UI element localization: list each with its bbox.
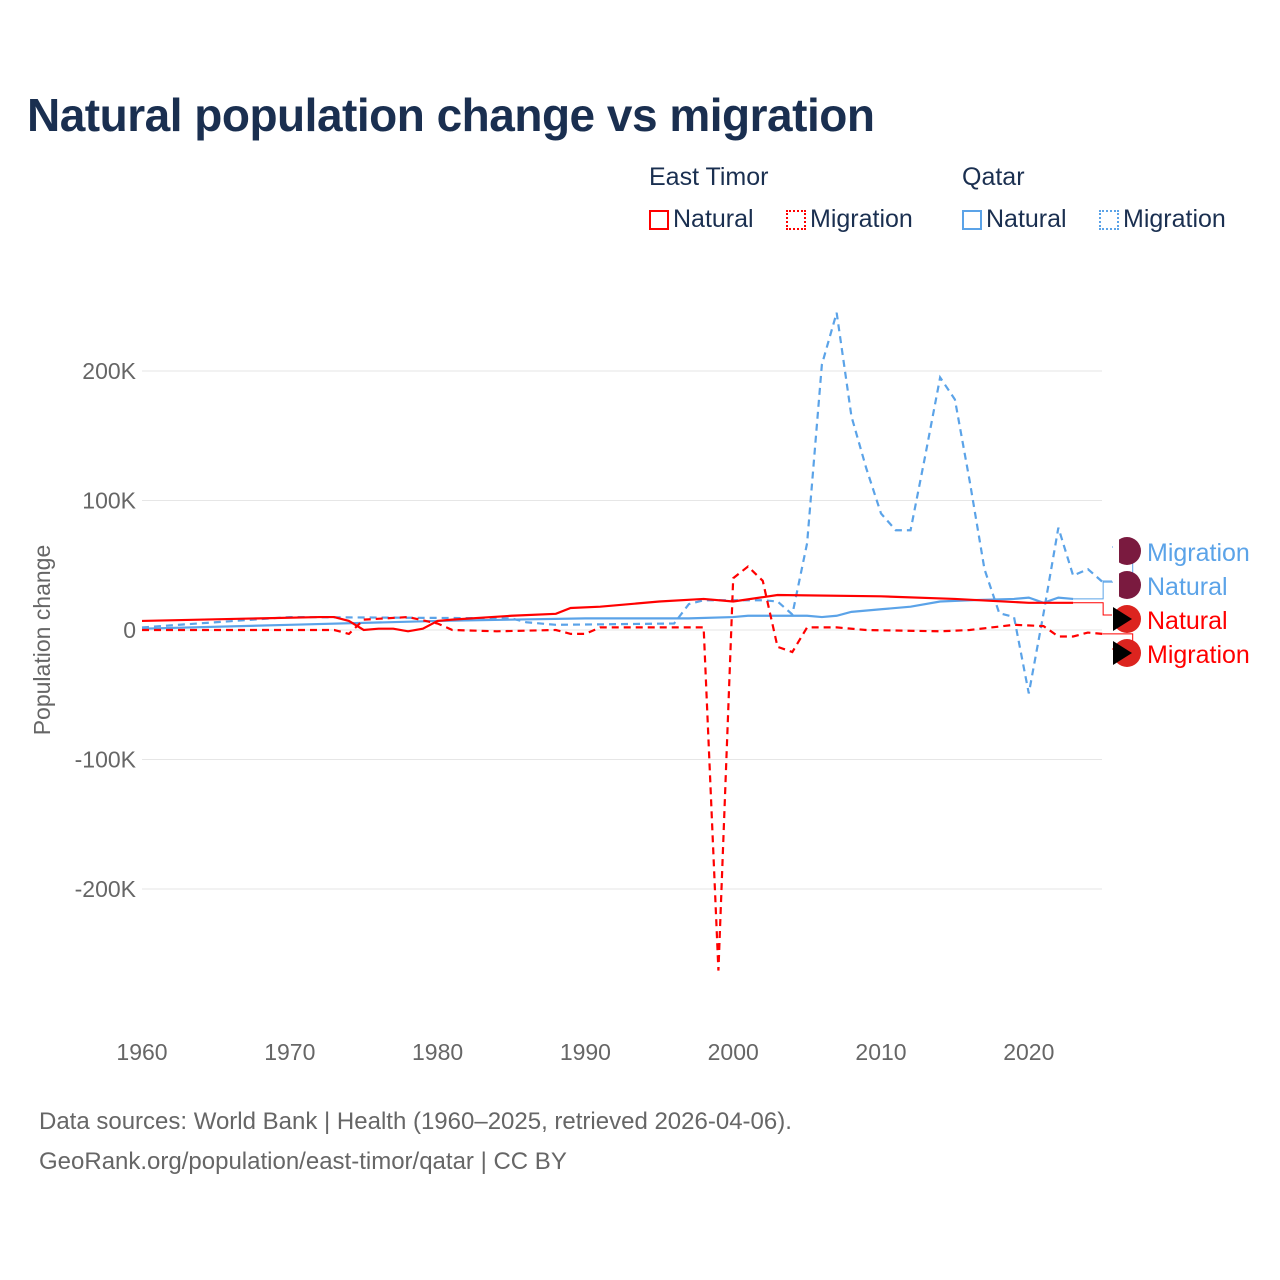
flag-stripe: [1113, 537, 1119, 565]
x-tick-label: 1980: [412, 1039, 463, 1065]
legend-qa-natural[interactable]: Natural: [962, 205, 1067, 234]
series-line-east-timor-migration: [142, 565, 1103, 971]
legend-swatch: [649, 210, 669, 230]
flag-stripe: [1113, 571, 1119, 599]
qatar-flag-icon: [1113, 571, 1141, 599]
y-tick-label: 100K: [82, 488, 136, 514]
legend-swatch: [786, 210, 806, 230]
series-end-label: Natural: [1147, 573, 1228, 601]
y-axis-label: Population change: [29, 545, 55, 736]
y-tick-label: -200K: [75, 876, 137, 902]
legend-group-east-timor: East Timor: [649, 163, 769, 191]
series-line-qatar-natural: [141, 596, 1074, 630]
x-tick-label: 2010: [855, 1039, 906, 1065]
legend-swatch: [1099, 210, 1119, 230]
series-end-label: Migration: [1147, 539, 1250, 567]
series-line-qatar-migration: [141, 312, 1104, 694]
label-connector: [1073, 602, 1112, 616]
series-end-label: Migration: [1147, 641, 1250, 669]
legend-qa-migration[interactable]: Migration: [1099, 205, 1226, 234]
legend-group-qatar: Qatar: [962, 163, 1025, 191]
chart-title: Natural population change vs migration: [27, 89, 875, 141]
y-tick-label: 200K: [82, 358, 136, 384]
x-tick-label: 1970: [264, 1039, 315, 1065]
qatar-flag-icon: [1113, 537, 1141, 565]
legend-et-natural[interactable]: Natural: [649, 205, 754, 234]
flag-triangle: [1113, 641, 1132, 665]
source-note: Data sources: World Bank | Health (1960–…: [39, 1108, 792, 1135]
y-tick-label: -100K: [75, 747, 137, 773]
source-url: GeoRank.org/population/east-timor/qatar …: [39, 1148, 567, 1175]
series-end-label: Natural: [1147, 607, 1228, 635]
x-tick-label: 1960: [116, 1039, 167, 1065]
series-line-east-timor-natural: [141, 593, 1074, 633]
x-tick-label: 2000: [708, 1039, 759, 1065]
legend-swatch: [962, 210, 982, 230]
x-tick-label: 1990: [560, 1039, 611, 1065]
y-tick-label: 0: [123, 617, 136, 643]
label-connector: [1073, 580, 1112, 600]
x-tick-label: 2020: [1003, 1039, 1054, 1065]
legend-et-migration[interactable]: Migration: [786, 205, 913, 234]
flag-triangle: [1113, 607, 1132, 631]
